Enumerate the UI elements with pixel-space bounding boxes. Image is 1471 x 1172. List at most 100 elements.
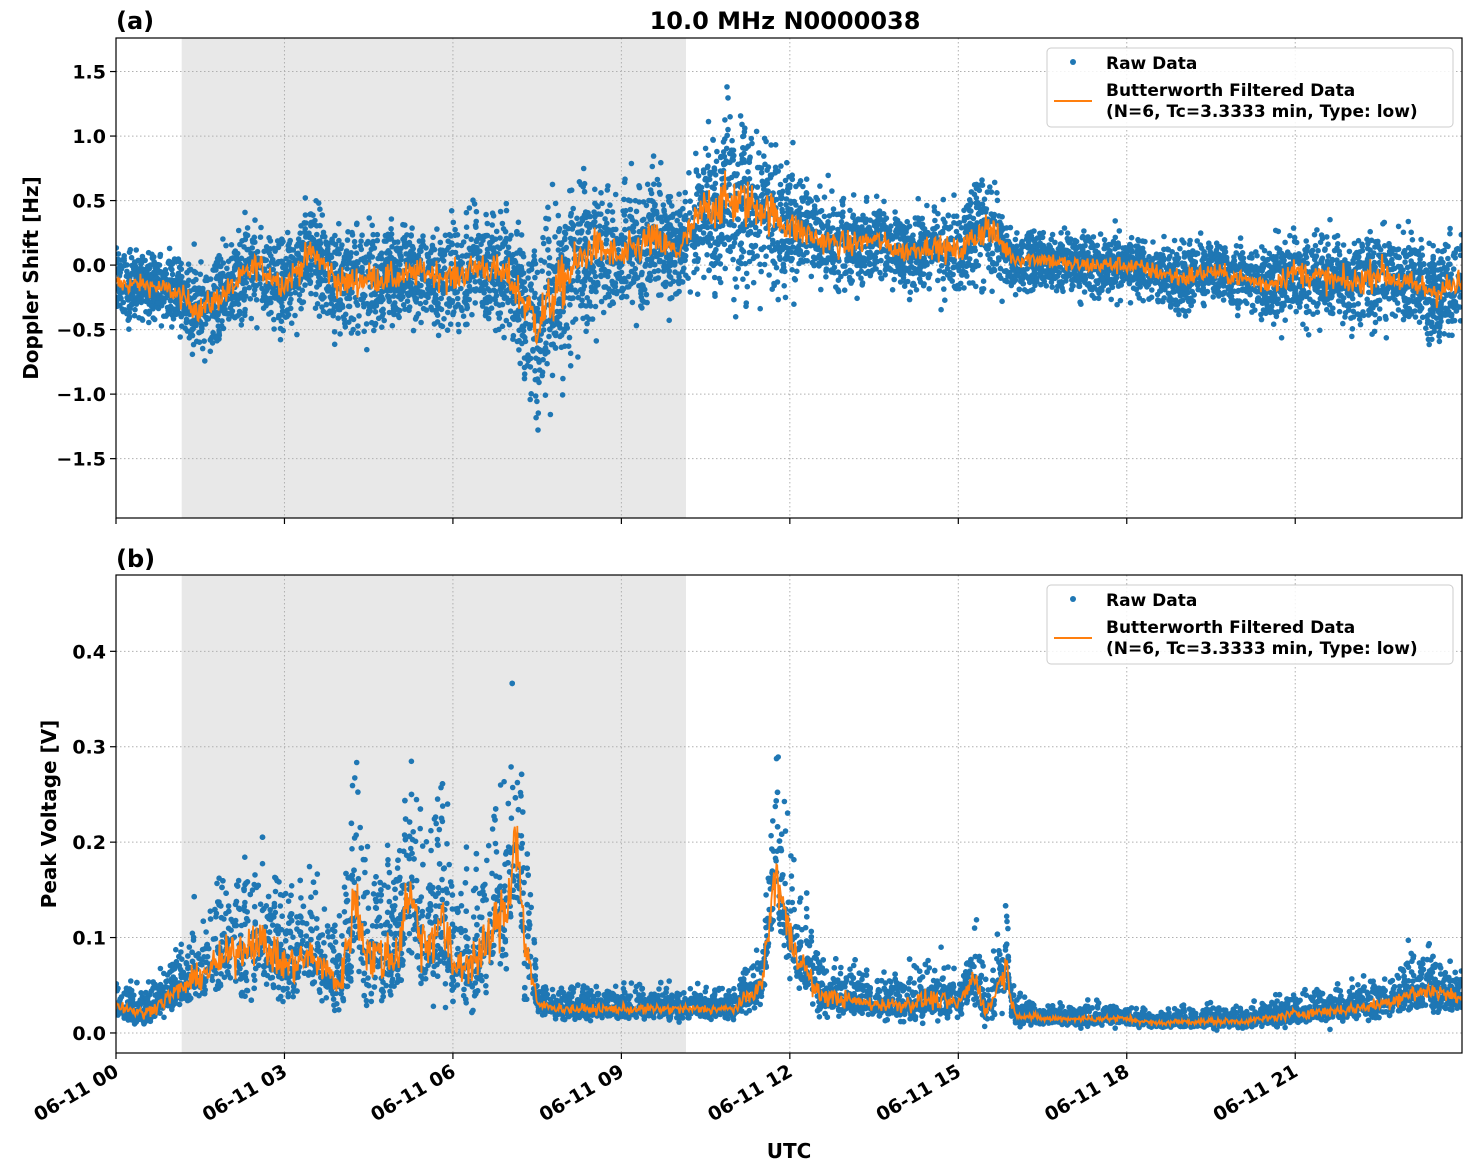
raw-data-point (938, 306, 944, 313)
raw-data-point (316, 313, 323, 320)
raw-data-point (171, 256, 178, 262)
raw-data-point (507, 308, 514, 315)
raw-data-point (496, 315, 503, 321)
raw-data-point (932, 217, 938, 224)
raw-data-point (834, 211, 840, 218)
raw-data-point (231, 249, 238, 256)
raw-data-point (1007, 271, 1013, 278)
raw-data-point (359, 232, 365, 238)
raw-data-point (1140, 297, 1146, 304)
raw-data-point (731, 296, 737, 303)
raw-data-point (467, 247, 474, 253)
raw-data-point (667, 281, 674, 287)
raw-data-point (132, 306, 138, 313)
raw-data-point (202, 321, 209, 327)
raw-data-point (615, 240, 622, 247)
raw-data-point (1303, 309, 1310, 316)
raw-data-point (1308, 250, 1315, 256)
raw-data-point (643, 291, 650, 298)
raw-data-point (381, 238, 388, 244)
raw-data-point (117, 302, 123, 309)
raw-data-point (758, 268, 764, 275)
raw-data-point (610, 232, 616, 239)
raw-data-point (759, 246, 765, 253)
raw-data-point (941, 286, 947, 292)
raw-data-point (758, 169, 765, 176)
raw-data-point (142, 257, 148, 264)
raw-data-point (687, 198, 693, 204)
raw-data-point (742, 260, 749, 267)
raw-data-point (598, 272, 604, 279)
raw-data-point (1038, 281, 1044, 288)
raw-data-point (1254, 296, 1261, 302)
raw-data-point (854, 295, 860, 302)
raw-data-point (484, 294, 491, 301)
raw-data-point (193, 270, 199, 276)
raw-data-point (319, 304, 325, 310)
raw-data-point (156, 262, 163, 268)
y-tick-label: 1.5 (72, 62, 106, 84)
raw-data-point (786, 239, 793, 245)
raw-data-point (358, 238, 364, 244)
raw-data-point (157, 251, 164, 258)
raw-data-point (1097, 231, 1104, 237)
raw-data-point (224, 265, 230, 272)
raw-data-point (1258, 311, 1264, 318)
raw-data-point (530, 346, 536, 353)
raw-data-point (722, 265, 728, 272)
raw-data-point (762, 161, 768, 168)
raw-data-point (912, 221, 919, 227)
raw-data-point (243, 279, 249, 286)
raw-data-point (307, 211, 313, 218)
raw-data-point (592, 218, 598, 225)
raw-data-point (1030, 286, 1036, 293)
raw-data-point (314, 284, 320, 290)
raw-data-point (713, 158, 720, 165)
raw-data-point (979, 177, 985, 183)
raw-data-point (455, 254, 461, 260)
raw-data-point (535, 410, 542, 416)
raw-data-point (904, 218, 910, 225)
raw-data-point (878, 275, 884, 281)
raw-data-point (732, 314, 739, 320)
raw-data-point (316, 274, 322, 280)
raw-data-point (1194, 238, 1200, 244)
raw-data-point (858, 275, 864, 282)
raw-data-point (702, 175, 709, 182)
raw-data-point (1420, 269, 1426, 276)
raw-data-point (1266, 250, 1273, 257)
raw-data-point (1127, 300, 1134, 306)
raw-data-point (771, 282, 777, 289)
raw-data-point (749, 249, 755, 256)
raw-data-point (1180, 297, 1186, 304)
raw-data-point (953, 228, 960, 235)
raw-data-point (583, 303, 589, 309)
raw-data-point (882, 272, 888, 278)
raw-data-point (1296, 261, 1303, 267)
raw-data-point (189, 351, 196, 358)
raw-data-point (772, 142, 779, 148)
raw-data-point (317, 206, 323, 212)
raw-data-point (996, 213, 1002, 219)
raw-data-point (729, 137, 735, 144)
raw-data-point (600, 309, 607, 316)
raw-data-point (546, 254, 553, 261)
raw-data-point (593, 280, 599, 287)
raw-data-point (294, 250, 300, 257)
raw-data-point (882, 261, 889, 268)
raw-data-point (961, 214, 968, 221)
raw-data-point (722, 117, 728, 123)
raw-data-point (1442, 241, 1449, 248)
raw-data-point (860, 212, 866, 219)
raw-data-point (598, 298, 605, 305)
raw-data-point (1049, 231, 1056, 238)
raw-data-point (777, 181, 784, 188)
raw-data-point (437, 239, 444, 246)
raw-data-point (116, 295, 120, 302)
raw-data-point (1167, 304, 1174, 310)
raw-data-point (532, 274, 538, 281)
raw-data-point (1400, 229, 1407, 236)
raw-data-point (1024, 288, 1031, 295)
raw-data-point (187, 332, 194, 339)
